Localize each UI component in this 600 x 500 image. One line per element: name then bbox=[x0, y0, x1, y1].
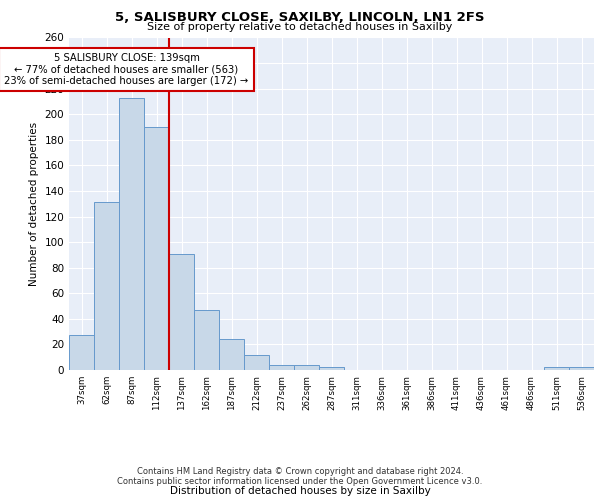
Y-axis label: Number of detached properties: Number of detached properties bbox=[29, 122, 39, 286]
Text: 5 SALISBURY CLOSE: 139sqm
← 77% of detached houses are smaller (563)
23% of semi: 5 SALISBURY CLOSE: 139sqm ← 77% of detac… bbox=[4, 53, 248, 86]
Bar bbox=[69, 336, 94, 370]
Bar bbox=[569, 368, 594, 370]
Text: Distribution of detached houses by size in Saxilby: Distribution of detached houses by size … bbox=[170, 486, 430, 496]
Bar bbox=[244, 354, 269, 370]
Bar bbox=[544, 368, 569, 370]
Text: Size of property relative to detached houses in Saxilby: Size of property relative to detached ho… bbox=[148, 22, 452, 32]
Bar bbox=[94, 202, 119, 370]
Bar bbox=[219, 340, 244, 370]
Bar bbox=[269, 365, 294, 370]
Bar bbox=[319, 368, 344, 370]
Bar bbox=[194, 310, 219, 370]
Bar bbox=[144, 127, 169, 370]
Bar bbox=[169, 254, 194, 370]
Bar bbox=[294, 365, 319, 370]
Bar bbox=[119, 98, 144, 370]
Text: Contains public sector information licensed under the Open Government Licence v3: Contains public sector information licen… bbox=[118, 477, 482, 486]
Text: Contains HM Land Registry data © Crown copyright and database right 2024.: Contains HM Land Registry data © Crown c… bbox=[137, 467, 463, 476]
Text: 5, SALISBURY CLOSE, SAXILBY, LINCOLN, LN1 2FS: 5, SALISBURY CLOSE, SAXILBY, LINCOLN, LN… bbox=[115, 11, 485, 24]
